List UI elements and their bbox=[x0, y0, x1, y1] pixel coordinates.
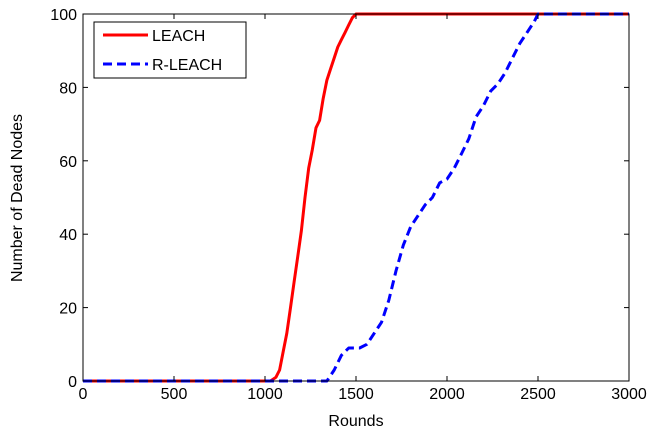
x-axis-title: Rounds bbox=[328, 413, 383, 430]
x-tick-label: 500 bbox=[161, 386, 188, 403]
series-line-r-leach bbox=[83, 12, 629, 383]
x-tick-label: 1500 bbox=[338, 386, 374, 403]
y-tick-label: 40 bbox=[59, 227, 77, 244]
legend-label-leach: LEACH bbox=[152, 28, 205, 45]
y-tick-label: 20 bbox=[59, 301, 77, 318]
x-tick-label: 1000 bbox=[247, 386, 283, 403]
y-tick-label: 80 bbox=[59, 80, 77, 97]
series-layer bbox=[83, 12, 629, 383]
x-tick-label: 2500 bbox=[520, 386, 556, 403]
legend-label-r-leach: R-LEACH bbox=[152, 57, 222, 74]
y-tick-label: 100 bbox=[50, 7, 77, 24]
legend: LEACH R-LEACH bbox=[93, 21, 247, 79]
legend-box bbox=[93, 21, 247, 79]
y-tick-label: 0 bbox=[68, 374, 77, 391]
x-tick-label: 0 bbox=[79, 386, 88, 403]
ticks-layer bbox=[82, 13, 630, 382]
x-tick-label: 3000 bbox=[611, 386, 647, 403]
tick-labels-layer: 0 500 1000 1500 2000 2500 3000 0 20 40 60 80 100 bbox=[50, 7, 647, 403]
y-tick-label: 60 bbox=[59, 154, 77, 171]
series-line-leach bbox=[83, 12, 629, 383]
x-tick-label: 2000 bbox=[429, 386, 465, 403]
y-axis-title: Number of Dead Nodes bbox=[9, 114, 26, 282]
